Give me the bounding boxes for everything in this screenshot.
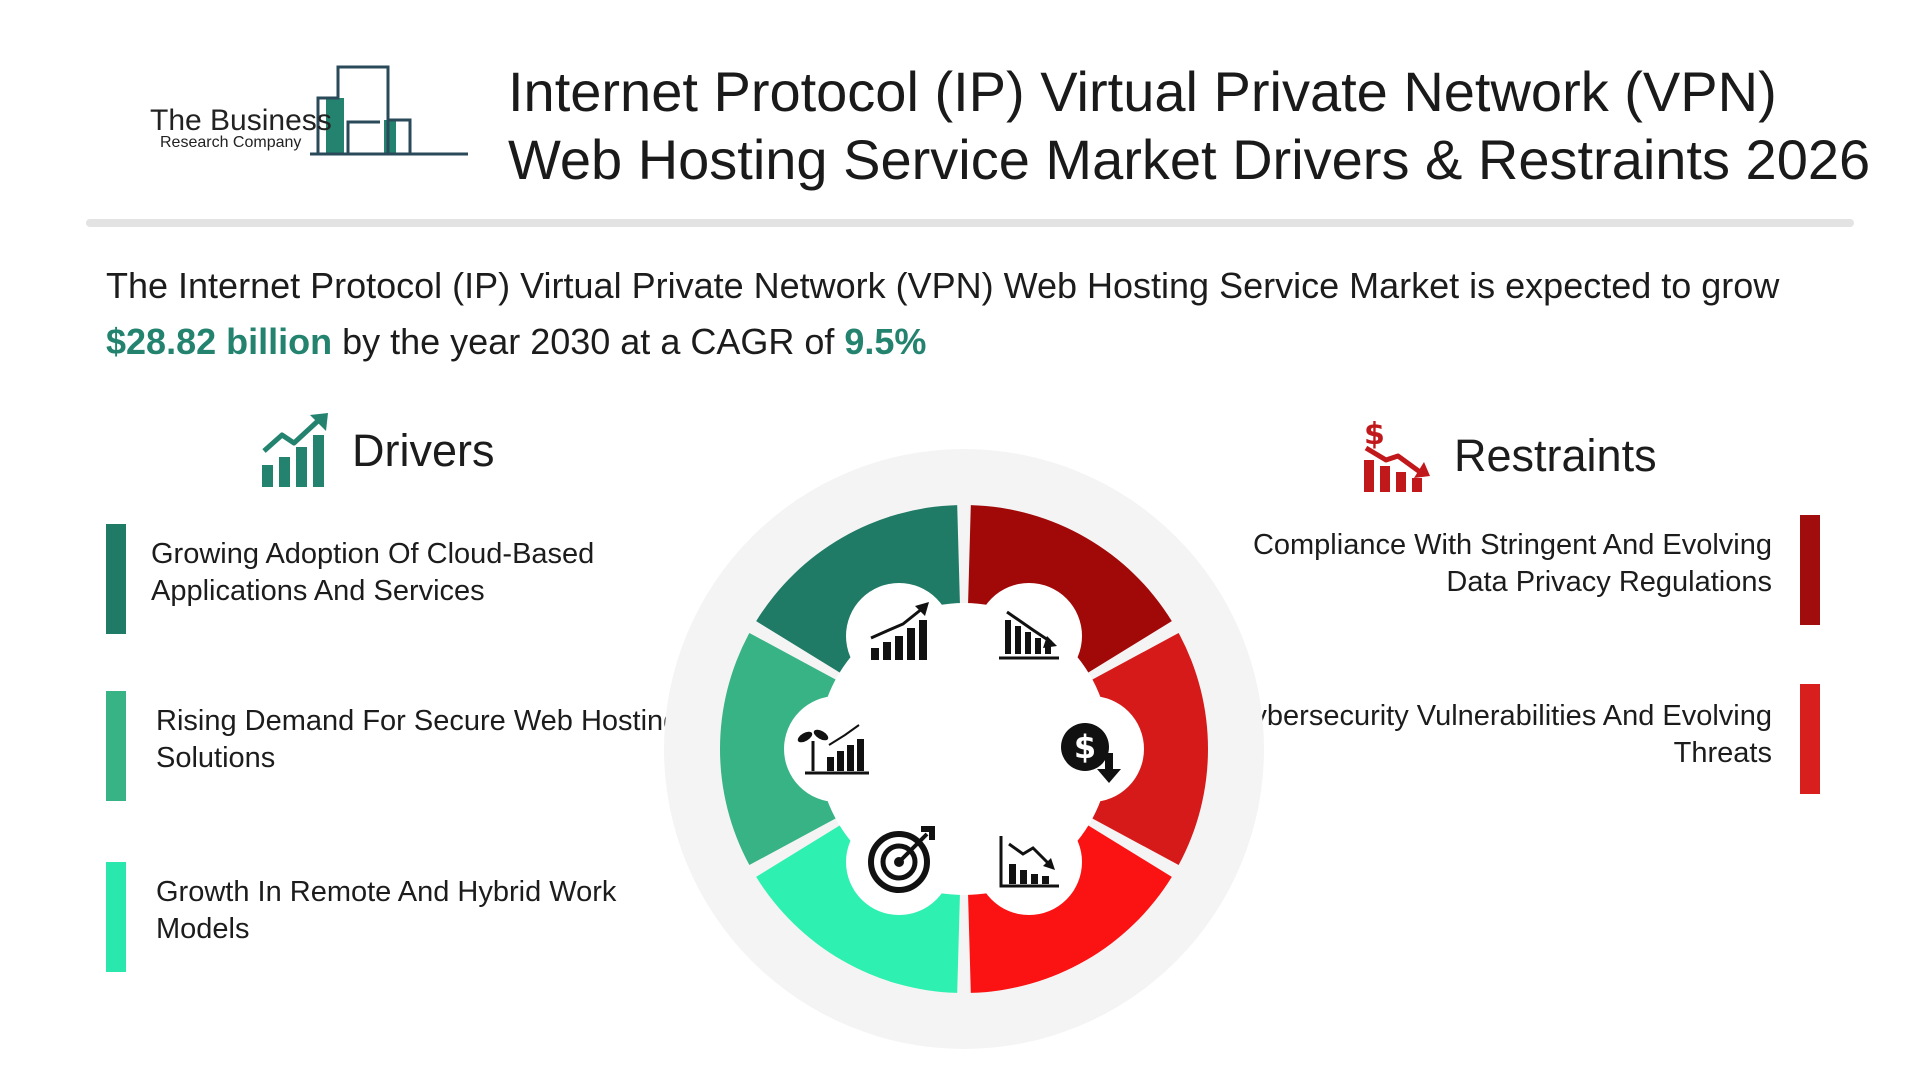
rising-bar-chart-icon — [846, 583, 952, 689]
company-logo: The Business Research Company — [148, 62, 468, 167]
drivers-heading: Drivers — [260, 413, 495, 489]
restraints-heading: $ Restraints — [1360, 418, 1657, 494]
svg-text:$: $ — [1364, 418, 1385, 452]
title-line-1: Internet Protocol (IP) Virtual Private N… — [508, 60, 1777, 123]
summary-text-start: The Internet Protocol (IP) Virtual Priva… — [106, 265, 1780, 306]
logo-name: The Business — [150, 104, 332, 137]
driver-label-1: Growing Adoption Of Cloud-Based Applicat… — [151, 538, 595, 607]
logo-subname: Research Company — [160, 134, 302, 151]
driver-label-2: Rising Demand For Secure Web Hosting Sol… — [156, 705, 680, 774]
page-title: Internet Protocol (IP) Virtual Private N… — [508, 58, 1908, 194]
driver-bar-1 — [106, 524, 126, 634]
driver-bar-3 — [106, 862, 126, 972]
restraint-label-2: Cybersecurity Vulnerabilities And Evolvi… — [1231, 700, 1772, 769]
restraint-label-1: Compliance With Stringent And Evolving D… — [1252, 529, 1772, 598]
plant-growth-chart-icon — [784, 696, 890, 802]
restraints-title: Restraints — [1454, 430, 1657, 481]
cagr-value: 9.5% — [844, 321, 927, 362]
target-icon — [846, 809, 952, 915]
declining-bar-chart-icon — [976, 583, 1082, 689]
drivers-restraints-wheel: $ — [664, 449, 1264, 1049]
dollar-decline-chart-icon: $ — [1364, 418, 1430, 492]
summary-text-middle: by the year 2030 at a CAGR of — [332, 321, 845, 362]
downtrend-chart-icon — [976, 809, 1082, 915]
growth-chart-icon — [262, 413, 328, 487]
restraint-bar-1 — [1800, 515, 1820, 625]
driver-bar-2 — [106, 691, 126, 801]
title-line-2: Web Hosting Service Market Drivers & Res… — [508, 128, 1871, 191]
drivers-title: Drivers — [352, 425, 495, 476]
svg-text:$: $ — [1074, 728, 1096, 766]
market-summary: The Internet Protocol (IP) Virtual Priva… — [106, 258, 1886, 370]
title-divider — [86, 219, 1854, 227]
dollar-down-icon: $ — [1038, 696, 1144, 802]
logo-buildings-graphic — [310, 65, 468, 156]
market-value: $28.82 billion — [106, 321, 333, 362]
restraint-bar-2 — [1800, 684, 1820, 794]
driver-label-3: Growth In Remote And Hybrid Work Models — [156, 876, 617, 945]
